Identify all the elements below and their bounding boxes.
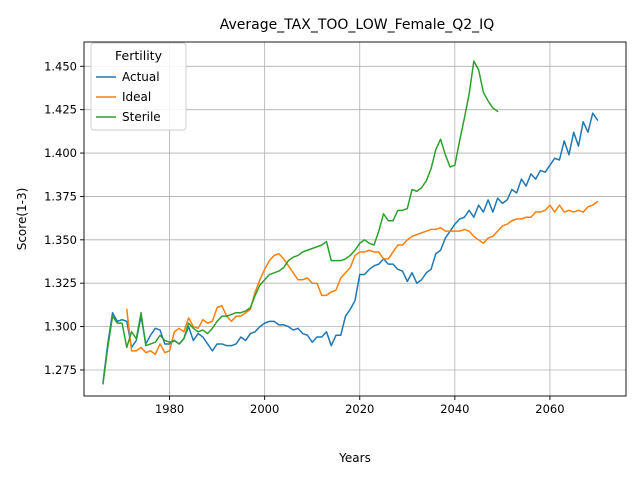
y-tick-label: 1.325 (44, 276, 77, 290)
x-tick-label: 2000 (250, 402, 279, 416)
x-tick-label: 1980 (155, 402, 184, 416)
y-tick-label: 1.375 (44, 189, 77, 203)
y-tick-label: 1.275 (44, 363, 77, 377)
x-tick-label: 2020 (345, 402, 374, 416)
y-tick-label: 1.350 (44, 233, 77, 247)
y-axis-ticks: 1.275 1.300 1.325 1.350 1.375 1.400 1.425 1.450 (44, 59, 84, 377)
x-tick-label: 2060 (535, 402, 564, 416)
y-tick-label: 1.300 (44, 320, 77, 334)
legend-label-actual: Actual (122, 70, 160, 84)
y-tick-label: 1.400 (44, 146, 77, 160)
y-tick-label: 1.450 (44, 59, 77, 73)
legend-box (90, 42, 187, 131)
chart-title: Average_TAX_TOO_LOW_Female_Q2_IQ (220, 17, 495, 33)
y-axis-label: Score(1-3) (15, 188, 29, 251)
plot-area-frame (83, 41, 627, 397)
x-axis-ticks: 1980 2000 2020 2040 2060 (155, 396, 565, 416)
series-lines (102, 60, 599, 385)
series-line-sterile (102, 60, 499, 385)
legend-label-sterile: Sterile (122, 110, 161, 124)
legend: Fertility Actual Ideal Sterile (90, 42, 187, 131)
x-tick-label: 2040 (440, 402, 469, 416)
legend-title: Fertility (115, 48, 163, 63)
x-axis-label: Years (338, 451, 371, 465)
x-gridlines (169, 42, 551, 396)
legend-label-ideal: Ideal (122, 90, 151, 104)
y-tick-label: 1.425 (44, 103, 77, 117)
series-line-ideal (126, 200, 599, 356)
